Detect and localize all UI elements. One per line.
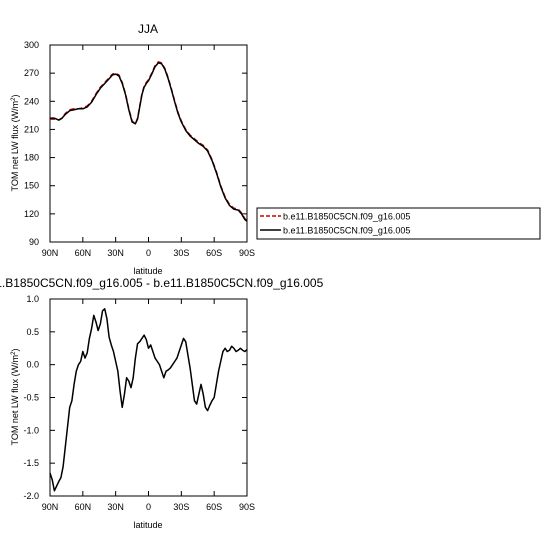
top-y-tick-label: 90 (29, 237, 39, 247)
top-y-tick-label: 150 (24, 181, 39, 191)
top-x-tick-label: 60N (75, 248, 92, 258)
legend: b.e11.B1850C5CN.f09_g16.005 b.e11.B1850C… (256, 207, 541, 240)
top-series-lines (50, 61, 248, 222)
top-x-tick-label: 0 (146, 248, 151, 258)
bottom-x-tick-label: 90S (239, 502, 255, 512)
top-y-tick-label: 210 (24, 124, 39, 134)
top-x-tick-label: 30S (173, 248, 189, 258)
bottom-y-ticks: -2.0 -1.5 -1.0 -0.5 0.0 0.5 1.0 (23, 294, 247, 501)
top-y-tick-label: 300 (24, 40, 39, 50)
bottom-y-tick-label: 1.0 (26, 294, 39, 304)
bottom-x-tick-label: 0 (146, 502, 151, 512)
bottom-y-tick-label: 0.5 (26, 327, 39, 337)
bottom-x-tick-label: 30S (173, 502, 189, 512)
top-x-tick-label: 90S (239, 248, 255, 258)
bottom-y-axis-label: TOM net LW flux (W/m2) (10, 348, 20, 445)
bottom-y-tick-label: -1.5 (23, 458, 39, 468)
bottom-panel: b.e11.B1850C5CN.f09_g16.005 - b.e11.B185… (0, 276, 324, 530)
top-x-axis-label: latitude (133, 266, 162, 276)
bottom-x-axis-label: latitude (133, 520, 162, 530)
top-y-tick-label: 240 (24, 96, 39, 106)
top-panel: JJA 90N 60N 30N 0 30S 60S 90S 90 120 150 180 210 24… (10, 22, 255, 276)
top-x-tick-label: 90N (42, 248, 59, 258)
bottom-x-tick-label: 30N (107, 502, 124, 512)
top-y-tick-label: 270 (24, 68, 39, 78)
bottom-series-lines (49, 308, 248, 492)
bottom-series-line-0 (49, 308, 248, 492)
legend-label-1: b.e11.B1850C5CN.f09_g16.005 (283, 226, 410, 236)
top-x-tick-label: 60S (206, 248, 222, 258)
bottom-plot-frame (49, 298, 248, 497)
bottom-y-tick-label: -0.5 (23, 393, 39, 403)
legend-box (256, 207, 541, 240)
bottom-y-tick-label: -1.0 (23, 425, 39, 435)
top-series-line-1 (50, 62, 248, 222)
top-x-tick-label: 30N (107, 248, 124, 258)
bottom-x-tick-label: 90N (42, 502, 59, 512)
top-y-axis-label: TOM net LW flux (W/m2) (10, 94, 20, 191)
bottom-x-tick-label: 60N (75, 502, 92, 512)
bottom-x-ticks: 90N 60N 30N 0 30S 60S 90S (42, 299, 255, 512)
top-x-ticks: 90N 60N 30N 0 30S 60S 90S (42, 45, 255, 258)
top-y-tick-label: 180 (24, 153, 39, 163)
top-y-ticks: 90 120 150 180 210 240 270 300 (24, 40, 247, 247)
top-y-tick-label: 120 (24, 209, 39, 219)
top-chart-title: JJA (138, 22, 158, 36)
bottom-chart-title: b.e11.B1850C5CN.f09_g16.005 - b.e11.B185… (0, 276, 324, 290)
top-plot-frame (49, 44, 248, 243)
bottom-y-tick-label: -2.0 (23, 491, 39, 501)
bottom-y-tick-label: 0.0 (26, 360, 39, 370)
bottom-x-tick-label: 60S (206, 502, 222, 512)
legend-label-0: b.e11.B1850C5CN.f09_g16.005 (283, 212, 410, 222)
top-series-line-0 (50, 61, 248, 221)
